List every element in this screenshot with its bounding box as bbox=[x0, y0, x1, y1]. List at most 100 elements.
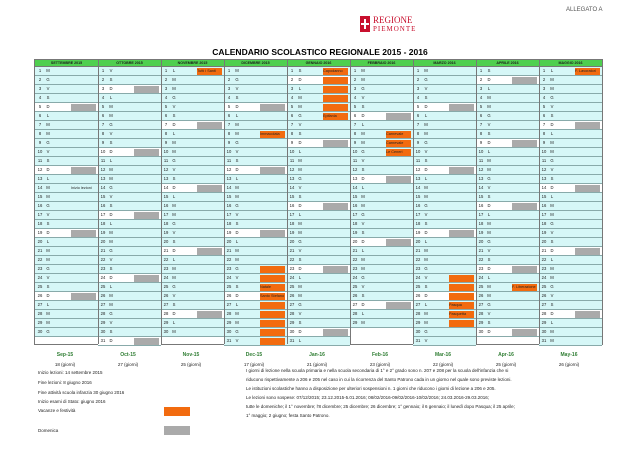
day-number: 11 bbox=[226, 158, 232, 163]
day-row: 15 S bbox=[287, 193, 350, 202]
day-number: 15 bbox=[226, 194, 232, 199]
vacation-marker bbox=[323, 103, 348, 111]
weekday-letter: M bbox=[172, 149, 176, 154]
weekday-letter: D bbox=[487, 329, 491, 334]
day-number: 22 bbox=[415, 257, 421, 262]
weekday-letter: D bbox=[235, 293, 239, 298]
weekday-letter: M bbox=[361, 140, 365, 145]
weekday-letter: M bbox=[550, 149, 554, 154]
day-number: 9 bbox=[38, 140, 42, 145]
day-number: 1 bbox=[542, 68, 546, 73]
weekday-letter: M bbox=[172, 212, 176, 217]
day-number: 9 bbox=[227, 140, 231, 145]
day-row: 25 M F. Liberazione bbox=[476, 283, 539, 292]
day-number: 2 bbox=[542, 77, 546, 82]
day-number: 29 bbox=[163, 320, 169, 325]
day-number: 12 bbox=[163, 167, 169, 172]
day-number: 4 bbox=[290, 95, 294, 100]
day-number: 1 bbox=[353, 68, 357, 73]
day-row: 30 G bbox=[35, 328, 98, 337]
weekday-letter: M bbox=[46, 311, 50, 316]
day-number: 21 bbox=[226, 248, 232, 253]
month-header: MAGGIO 2016 bbox=[539, 60, 602, 67]
weekday-letter: M bbox=[487, 221, 491, 226]
weekday-letter: D bbox=[487, 203, 491, 208]
weekday-letter: V bbox=[235, 338, 239, 343]
weekday-letter: M bbox=[109, 230, 113, 235]
day-row: 26 V bbox=[539, 292, 602, 301]
day-number: 20 bbox=[100, 239, 106, 244]
day-row: 25 V bbox=[350, 283, 413, 292]
legend-domenica-swatch bbox=[164, 426, 190, 435]
weekday-letter: M bbox=[424, 131, 428, 136]
sunday-marker bbox=[260, 103, 285, 111]
day-row: 26 S bbox=[350, 292, 413, 301]
day-number: 24 bbox=[37, 275, 43, 280]
weekday-letter: V bbox=[172, 167, 176, 172]
day-row: 27 G bbox=[287, 301, 350, 310]
day-row: 21 V bbox=[476, 247, 539, 256]
day-number: 1 bbox=[290, 68, 294, 73]
day-row: 10 L bbox=[476, 148, 539, 157]
day-row: 25 G bbox=[161, 283, 224, 292]
day-row: 23 M bbox=[539, 265, 602, 274]
weekday-letter: L bbox=[487, 275, 491, 280]
legend-vacanze-label: Vacanze e festività bbox=[38, 408, 76, 413]
day-number: 15 bbox=[100, 194, 106, 199]
vacation-marker bbox=[449, 274, 474, 282]
day-row: 29 L bbox=[539, 319, 602, 328]
weekday-letter: L bbox=[172, 68, 176, 73]
column-divider bbox=[224, 60, 225, 344]
weekday-letter: M bbox=[424, 194, 428, 199]
day-row: 15 L bbox=[161, 193, 224, 202]
weekday-letter: G bbox=[550, 95, 554, 100]
day-number: 19 bbox=[352, 230, 358, 235]
day-number: 19 bbox=[37, 230, 43, 235]
sunday-marker bbox=[260, 229, 285, 237]
day-number: 9 bbox=[290, 140, 294, 145]
day-row: 17 D bbox=[98, 211, 161, 220]
day-row: 30 G bbox=[224, 328, 287, 337]
day-number: 9 bbox=[353, 140, 357, 145]
day-number: 28 bbox=[541, 311, 547, 316]
footer-month-days: 26 (giorni) bbox=[558, 362, 580, 367]
day-row: 19 S bbox=[350, 229, 413, 238]
weekday-letter: S bbox=[109, 266, 113, 271]
day-number: 12 bbox=[478, 167, 484, 172]
day-number: 28 bbox=[226, 311, 232, 316]
month-column: NOVEMBRE 2015 1 L Tutti i Santi 2 M 3 M 4 G 5 V 6 S 7 D… bbox=[161, 60, 224, 344]
day-note: Santo Stefano bbox=[260, 294, 285, 298]
day-number: 18 bbox=[289, 221, 295, 226]
day-row: 25 S Natale bbox=[224, 283, 287, 292]
day-number: 4 bbox=[479, 95, 483, 100]
day-number: 29 bbox=[352, 320, 358, 325]
day-number: 14 bbox=[478, 185, 484, 190]
weekday-letter: V bbox=[487, 311, 491, 316]
weekday-letter: M bbox=[109, 113, 113, 118]
weekday-letter: G bbox=[424, 329, 428, 334]
day-number: 22 bbox=[541, 257, 547, 262]
weekday-letter: L bbox=[424, 239, 428, 244]
day-row: 22 M bbox=[350, 256, 413, 265]
day-number: 26 bbox=[163, 293, 169, 298]
day-row: 19 V bbox=[161, 229, 224, 238]
footer-month-days: 21 (giorni) bbox=[306, 362, 328, 367]
weekday-letter: V bbox=[109, 68, 113, 73]
day-number: 5 bbox=[101, 104, 105, 109]
weekday-letter: S bbox=[424, 158, 428, 163]
weekday-letter: S bbox=[424, 95, 428, 100]
weekday-letter: M bbox=[109, 104, 113, 109]
weekday-letter: G bbox=[172, 221, 176, 226]
day-number: 12 bbox=[226, 167, 232, 172]
weekday-letter: M bbox=[361, 266, 365, 271]
day-row: 13 L bbox=[413, 175, 476, 184]
day-row: 16 D bbox=[476, 202, 539, 211]
day-number: 17 bbox=[478, 212, 484, 217]
day-row: 29 M bbox=[224, 319, 287, 328]
day-number: 23 bbox=[37, 266, 43, 271]
day-row: 15 V bbox=[98, 193, 161, 202]
